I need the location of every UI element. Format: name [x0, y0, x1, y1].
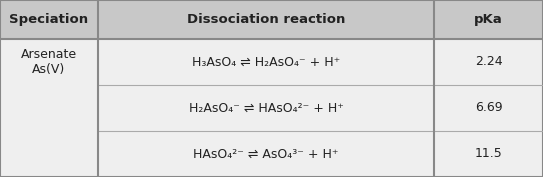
Bar	[98, 131, 434, 177]
Text: Speciation: Speciation	[9, 13, 89, 26]
Bar	[0, 85, 98, 131]
Bar	[434, 85, 543, 131]
Text: H₂AsO₄⁻ ⇌ HAsO₄²⁻ + H⁺: H₂AsO₄⁻ ⇌ HAsO₄²⁻ + H⁺	[188, 101, 344, 115]
Bar	[0, 39, 98, 85]
Bar	[98, 0, 434, 39]
Text: 6.69: 6.69	[475, 101, 502, 115]
Bar	[0, 131, 98, 177]
Text: HAsO₄²⁻ ⇌ AsO₄³⁻ + H⁺: HAsO₄²⁻ ⇌ AsO₄³⁻ + H⁺	[193, 147, 339, 161]
Bar	[434, 131, 543, 177]
Text: 11.5: 11.5	[475, 147, 503, 161]
Text: Dissociation reaction: Dissociation reaction	[187, 13, 345, 26]
Text: H₃AsO₄ ⇌ H₂AsO₄⁻ + H⁺: H₃AsO₄ ⇌ H₂AsO₄⁻ + H⁺	[192, 55, 340, 68]
Bar	[0, 0, 98, 39]
Bar	[434, 39, 543, 85]
Bar	[98, 39, 434, 85]
Bar	[434, 0, 543, 39]
Text: 2.24: 2.24	[475, 55, 502, 68]
Text: Arsenate
As(V): Arsenate As(V)	[21, 48, 77, 76]
Bar	[98, 85, 434, 131]
Text: pKa: pKa	[475, 13, 503, 26]
